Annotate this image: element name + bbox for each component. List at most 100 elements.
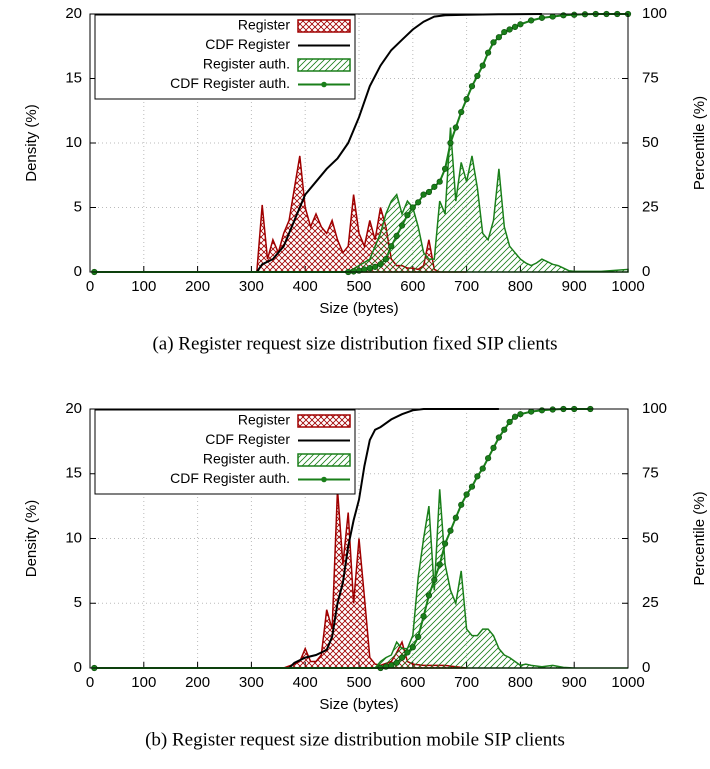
y-tick-label: 5: [74, 594, 82, 611]
cdf-marker: [447, 139, 454, 147]
x-tick-label: 300: [239, 674, 264, 691]
cdf-marker: [366, 265, 373, 272]
cdf-marker: [431, 183, 438, 190]
caption: (b) Register request size distribution m…: [145, 729, 565, 750]
y-tick-label: 15: [65, 465, 82, 482]
cdf-marker: [404, 212, 411, 219]
cdf-marker: [474, 72, 481, 80]
cdf-marker: [468, 83, 476, 90]
cdf-line: [94, 13, 542, 273]
cdf-marker: [393, 232, 400, 239]
legend-label: CDF Register: [205, 431, 290, 447]
cdf-marker: [495, 434, 502, 441]
cdf-marker: [436, 178, 443, 185]
cdf-marker: [528, 408, 535, 415]
cdf-marker: [447, 527, 454, 534]
x-tick-label: 300: [239, 278, 264, 295]
x-tick-label: 1000: [611, 278, 644, 295]
y2-tick-label: 75: [642, 465, 659, 482]
plot-frame: [89, 13, 629, 273]
cdf-marker: [425, 592, 433, 599]
cdf-marker: [415, 199, 422, 206]
cdf-marker: [382, 256, 390, 263]
cdf-marker: [388, 662, 395, 669]
legend-label: CDF Register auth.: [170, 75, 290, 91]
cdf-marker: [468, 483, 476, 490]
cdf-marker: [431, 576, 438, 584]
legend-label: Register: [238, 17, 290, 33]
cdf-marker: [382, 663, 390, 670]
y-axis-label: Density (%): [23, 104, 40, 182]
cdf-marker: [409, 204, 416, 211]
y-tick-label: 10: [65, 134, 82, 151]
y-tick-label: 10: [65, 529, 82, 546]
cdf-marker: [560, 12, 567, 19]
legend-label: CDF Register auth.: [170, 470, 290, 486]
cdf-marker: [485, 455, 492, 462]
cdf-marker: [452, 124, 459, 131]
cdf-marker: [377, 261, 384, 268]
x-tick-label: 100: [131, 674, 156, 691]
legend-label: Register auth.: [203, 56, 290, 72]
legend-label: Register: [238, 412, 290, 428]
y-tick-label: 0: [74, 659, 82, 676]
cdf-marker: [398, 222, 406, 229]
x-tick-label: 100: [131, 278, 156, 295]
y2-tick-label: 50: [642, 529, 659, 546]
cdf-marker: [458, 108, 465, 116]
plot-frame: [89, 408, 629, 669]
cdf-marker: [393, 659, 400, 666]
y2-tick-label: 0: [642, 263, 650, 280]
x-tick-label: 700: [454, 278, 479, 295]
y2-axis-label: Percentile (%): [691, 96, 708, 190]
cdf-marker: [528, 17, 535, 24]
cdf-marker: [511, 413, 519, 420]
cdf-marker: [361, 266, 368, 273]
cdf-marker: [501, 28, 508, 36]
x-tick-label: 600: [400, 674, 425, 691]
cdf-marker: [506, 26, 513, 33]
x-axis-label: Size (bytes): [319, 696, 398, 713]
cdf-marker: [452, 514, 459, 521]
cdf-marker: [436, 561, 443, 568]
x-tick-label: 200: [185, 278, 210, 295]
cdf-marker: [350, 268, 357, 275]
cdf-marker: [538, 14, 546, 21]
cdf-marker: [479, 62, 486, 69]
y2-tick-label: 25: [642, 594, 659, 611]
y2-tick-label: 100: [642, 5, 667, 22]
cdf-marker: [372, 263, 379, 270]
legend-swatch: [297, 453, 351, 467]
legend-marker: [321, 476, 327, 483]
cdf-marker: [506, 418, 513, 426]
y2-tick-label: 0: [642, 659, 650, 676]
x-tick-label: 500: [346, 674, 371, 691]
x-tick-label: 0: [86, 278, 94, 295]
cdf-marker: [549, 13, 556, 20]
cdf-marker: [409, 644, 416, 651]
density-area: [373, 489, 628, 669]
y2-tick-label: 100: [642, 400, 667, 417]
x-tick-label: 400: [293, 278, 318, 295]
x-tick-label: 800: [508, 278, 533, 295]
legend-label: CDF Register: [205, 36, 290, 52]
cdf-marker: [485, 49, 492, 56]
y-tick-label: 20: [65, 400, 82, 417]
y-axis-label: Density (%): [23, 500, 40, 578]
cdf-marker: [420, 191, 427, 198]
x-tick-label: 1000: [611, 674, 644, 691]
x-tick-label: 400: [293, 674, 318, 691]
cdf-marker: [463, 96, 470, 103]
cdf-marker: [501, 426, 508, 433]
cdf-marker: [571, 11, 578, 18]
x-tick-label: 800: [508, 674, 533, 691]
x-tick-label: 500: [346, 278, 371, 295]
cdf-marker: [517, 411, 524, 418]
x-tick-label: 900: [562, 278, 587, 295]
cdf-marker: [425, 188, 433, 196]
cdf-marker: [511, 23, 519, 31]
cdf-marker: [463, 491, 470, 498]
cdf-marker: [517, 21, 524, 28]
cdf-marker: [549, 406, 556, 413]
